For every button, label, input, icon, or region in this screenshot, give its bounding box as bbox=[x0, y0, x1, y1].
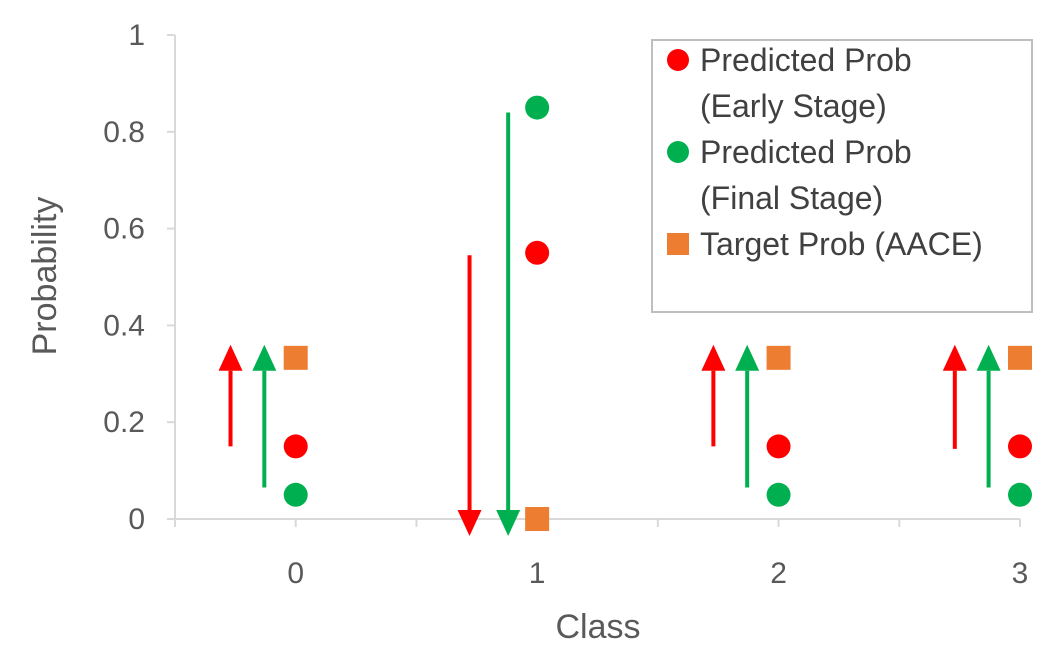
x-tick-label: 2 bbox=[770, 557, 787, 590]
legend-label: Target Prob (AACE) bbox=[700, 226, 983, 262]
predicted-prob-point bbox=[766, 434, 791, 459]
arrow-head bbox=[457, 509, 482, 536]
arrow bbox=[735, 344, 760, 488]
predicted-prob-point bbox=[283, 434, 308, 459]
predicted-prob-point bbox=[1008, 434, 1032, 459]
legend-box bbox=[651, 39, 1033, 313]
arrow bbox=[942, 344, 967, 449]
y-tick-label: 0 bbox=[128, 503, 145, 536]
x-tick-label: 0 bbox=[287, 557, 304, 590]
predicted-prob-point bbox=[525, 240, 550, 265]
x-tick-label: 1 bbox=[529, 557, 546, 590]
data-points bbox=[283, 95, 1032, 531]
arrow bbox=[701, 344, 726, 447]
axes: 0 0.2 0.4 0.6 0.8 1 0 1 2 3 bbox=[103, 19, 1028, 590]
x-tick-label: 3 bbox=[1012, 557, 1029, 590]
arrow bbox=[457, 255, 482, 536]
legend-label: Predicted Prob bbox=[700, 134, 912, 170]
arrows bbox=[218, 112, 1001, 536]
predicted-prob-point bbox=[283, 482, 308, 507]
y-axis-title: Probability bbox=[26, 197, 64, 356]
arrow bbox=[252, 344, 277, 488]
legend-label: (Final Stage) bbox=[700, 180, 883, 216]
arrow-head bbox=[252, 344, 277, 371]
legend: Predicted Prob (Early Stage) Predicted Pro… bbox=[651, 39, 1033, 313]
y-tick-label: 0.6 bbox=[103, 213, 145, 246]
arrow-head bbox=[218, 344, 243, 371]
x-axis-title: Class bbox=[555, 608, 640, 646]
legend-marker bbox=[667, 141, 689, 163]
predicted-prob-point bbox=[1008, 482, 1032, 507]
predicted-prob-point bbox=[525, 95, 550, 120]
legend-label: (Early Stage) bbox=[700, 88, 887, 124]
legend-marker bbox=[667, 49, 689, 71]
arrow-head bbox=[942, 344, 967, 371]
legend-marker bbox=[667, 233, 689, 255]
arrow-head bbox=[976, 344, 1001, 371]
arrow bbox=[496, 112, 521, 536]
target-prob-point bbox=[1008, 345, 1032, 370]
target-prob-point bbox=[525, 507, 550, 531]
legend-label: Predicted Prob bbox=[700, 42, 912, 78]
arrow bbox=[218, 344, 243, 447]
arrow bbox=[976, 344, 1001, 488]
target-prob-point bbox=[766, 345, 791, 370]
arrow-head bbox=[735, 344, 760, 371]
y-tick-label: 1 bbox=[128, 19, 145, 52]
y-tick-label: 0.4 bbox=[103, 309, 145, 342]
target-prob-point bbox=[283, 345, 308, 370]
arrow-head bbox=[496, 509, 521, 536]
y-tick-label: 0.8 bbox=[103, 116, 145, 149]
y-tick-label: 0.2 bbox=[103, 406, 145, 439]
predicted-prob-point bbox=[766, 482, 791, 507]
arrow-head bbox=[701, 344, 726, 371]
